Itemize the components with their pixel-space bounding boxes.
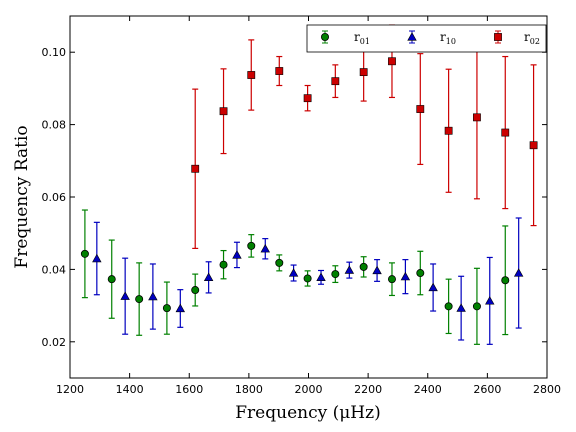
x-tick-label: 1600 xyxy=(175,383,203,396)
data-point xyxy=(260,243,270,253)
plot-area-frame xyxy=(69,15,548,379)
data-point xyxy=(529,141,538,150)
y-tick-label: 0.10 xyxy=(42,46,67,59)
data-point xyxy=(275,258,284,267)
data-point xyxy=(203,272,214,282)
x-tick-label: 2000 xyxy=(295,383,323,396)
data-point xyxy=(444,126,453,135)
data-point xyxy=(472,302,481,311)
data-point xyxy=(388,57,396,66)
y-tick-label: 0.08 xyxy=(42,119,67,132)
data-point xyxy=(387,275,396,284)
series-r01 xyxy=(80,209,510,345)
y-tick-label: 0.06 xyxy=(42,191,67,204)
series-r10 xyxy=(92,217,524,345)
data-point xyxy=(80,249,89,258)
data-point xyxy=(191,286,200,295)
y-tick-label: 0.02 xyxy=(42,336,67,349)
x-tick-label: 2200 xyxy=(354,383,382,396)
data-point xyxy=(372,265,382,275)
data-point xyxy=(473,113,481,122)
data-point xyxy=(92,253,102,263)
legend-label: r10 xyxy=(440,30,456,46)
data-point xyxy=(247,241,256,250)
data-point xyxy=(107,275,116,284)
legend-label: r01 xyxy=(354,30,370,46)
legend-label: r02 xyxy=(524,30,540,46)
data-point xyxy=(428,282,438,292)
data-point xyxy=(247,71,256,79)
data-point xyxy=(400,271,411,281)
legend-item-r02: r02 xyxy=(494,30,540,46)
x-axis-title: Frequency (μHz) xyxy=(235,403,380,423)
legend-marker xyxy=(320,33,329,42)
data-point xyxy=(219,107,228,116)
x-tick-label: 2800 xyxy=(533,383,561,396)
data-point xyxy=(444,302,453,311)
data-point xyxy=(359,68,368,77)
data-point xyxy=(456,303,466,312)
data-point xyxy=(219,260,228,269)
data-point xyxy=(303,94,312,103)
data-point xyxy=(501,128,510,137)
data-point xyxy=(344,265,355,274)
x-tick-label: 2400 xyxy=(414,383,442,396)
data-point xyxy=(485,296,495,305)
data-point xyxy=(513,268,524,277)
data-point xyxy=(162,304,171,313)
axis-ticks: 1200 1400 1600 1800 2000 2200 2400 2600 2800 0.02… xyxy=(42,16,561,396)
data-point xyxy=(416,105,425,113)
legend-item-r10: r10 xyxy=(407,30,456,46)
y-axis-title: Frequency Ratio xyxy=(12,125,32,268)
data-point xyxy=(175,303,186,313)
y-tick-label: 0.04 xyxy=(42,263,67,276)
x-tick-label: 2600 xyxy=(473,383,501,396)
x-tick-label: 1400 xyxy=(116,383,144,396)
data-point xyxy=(232,250,242,259)
data-point xyxy=(316,272,326,282)
data-point xyxy=(501,276,510,285)
data-point xyxy=(135,295,144,304)
data-point xyxy=(416,269,425,278)
series-r02 xyxy=(191,24,538,250)
legend-box xyxy=(306,24,547,53)
data-series xyxy=(80,24,538,345)
data-point xyxy=(148,291,158,301)
data-point xyxy=(331,77,340,86)
x-tick-label: 1800 xyxy=(235,383,263,396)
data-point xyxy=(331,270,340,279)
data-point xyxy=(303,274,312,283)
legend: r01 r10 r02 xyxy=(306,24,547,53)
legend-marker xyxy=(494,33,502,41)
data-point xyxy=(120,291,130,300)
data-point xyxy=(191,164,200,173)
data-point xyxy=(359,262,368,271)
legend-item-r01: r01 xyxy=(320,30,370,46)
x-tick-label: 1200 xyxy=(56,383,84,396)
data-point xyxy=(288,268,299,277)
data-point xyxy=(275,67,284,75)
legend-marker xyxy=(407,32,417,41)
